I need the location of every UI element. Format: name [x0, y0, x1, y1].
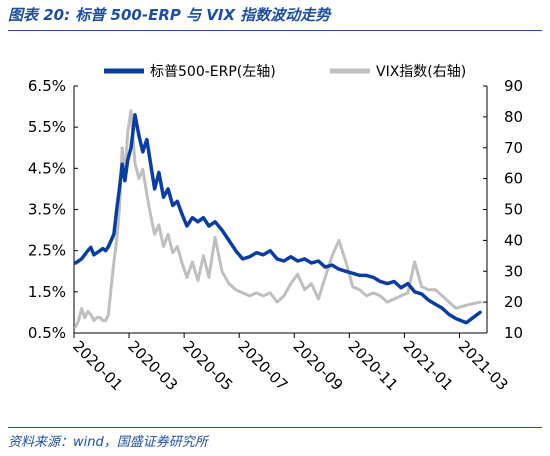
x-tick-label: 2020-09 [289, 337, 346, 394]
x-tick-label: 2020-01 [69, 337, 126, 394]
x-tick-label: 2021-03 [455, 337, 512, 394]
y-right-tick-label: 70 [504, 139, 523, 157]
legend-label-erp: 标普500-ERP(左轴) [150, 64, 276, 80]
legend-label-vix: VIX指数(右轴) [376, 64, 466, 80]
y-left-tick-label: 4.5% [28, 159, 66, 177]
erp-series-line [73, 113, 482, 325]
y-right-tick-label: 60 [504, 170, 523, 188]
x-tick-label: 2020-11 [345, 337, 402, 394]
y-right-tick-label: 20 [504, 293, 523, 311]
x-tick-label: 2020-05 [179, 337, 236, 394]
x-tick-label: 2021-01 [400, 337, 457, 394]
y-left-tick-label: 3.5% [28, 201, 66, 219]
y-right-tick-label: 30 [504, 262, 523, 280]
title-rule [8, 30, 542, 31]
chart-legend: 标普500-ERP(左轴) VIX指数(右轴) [104, 64, 466, 80]
source-rule [8, 427, 542, 428]
y-right-tick-label: 90 [504, 77, 523, 95]
source-note: 资料来源：wind，国盛证券研究所 [8, 435, 208, 450]
y-right-tick-label: 50 [504, 201, 523, 219]
y-right-tick-label: 10 [504, 324, 523, 342]
y-right-tick-label: 40 [504, 231, 523, 249]
figure-title: 图表 20: 标普 500-ERP 与 VIX 指数波动走势 [8, 6, 331, 24]
x-tick-label: 2020-07 [234, 337, 291, 394]
y-left-tick-label: 5.5% [28, 118, 66, 136]
y-left-tick-label: 6.5% [28, 77, 66, 95]
y-right-tick-label: 80 [504, 108, 523, 126]
y-left-tick-label: 2.5% [28, 242, 66, 260]
vix-series-line [74, 109, 482, 329]
chart-series [73, 109, 482, 329]
chart-axes: 0.5% 1.5% 2.5% 3.5% 4.5% 5.5% 6.5% 10 20 30 40 50 60… [28, 77, 523, 394]
x-tick-label: 2020-03 [124, 337, 181, 394]
y-left-tick-label: 1.5% [28, 283, 66, 301]
y-left-tick-label: 0.5% [28, 324, 66, 342]
